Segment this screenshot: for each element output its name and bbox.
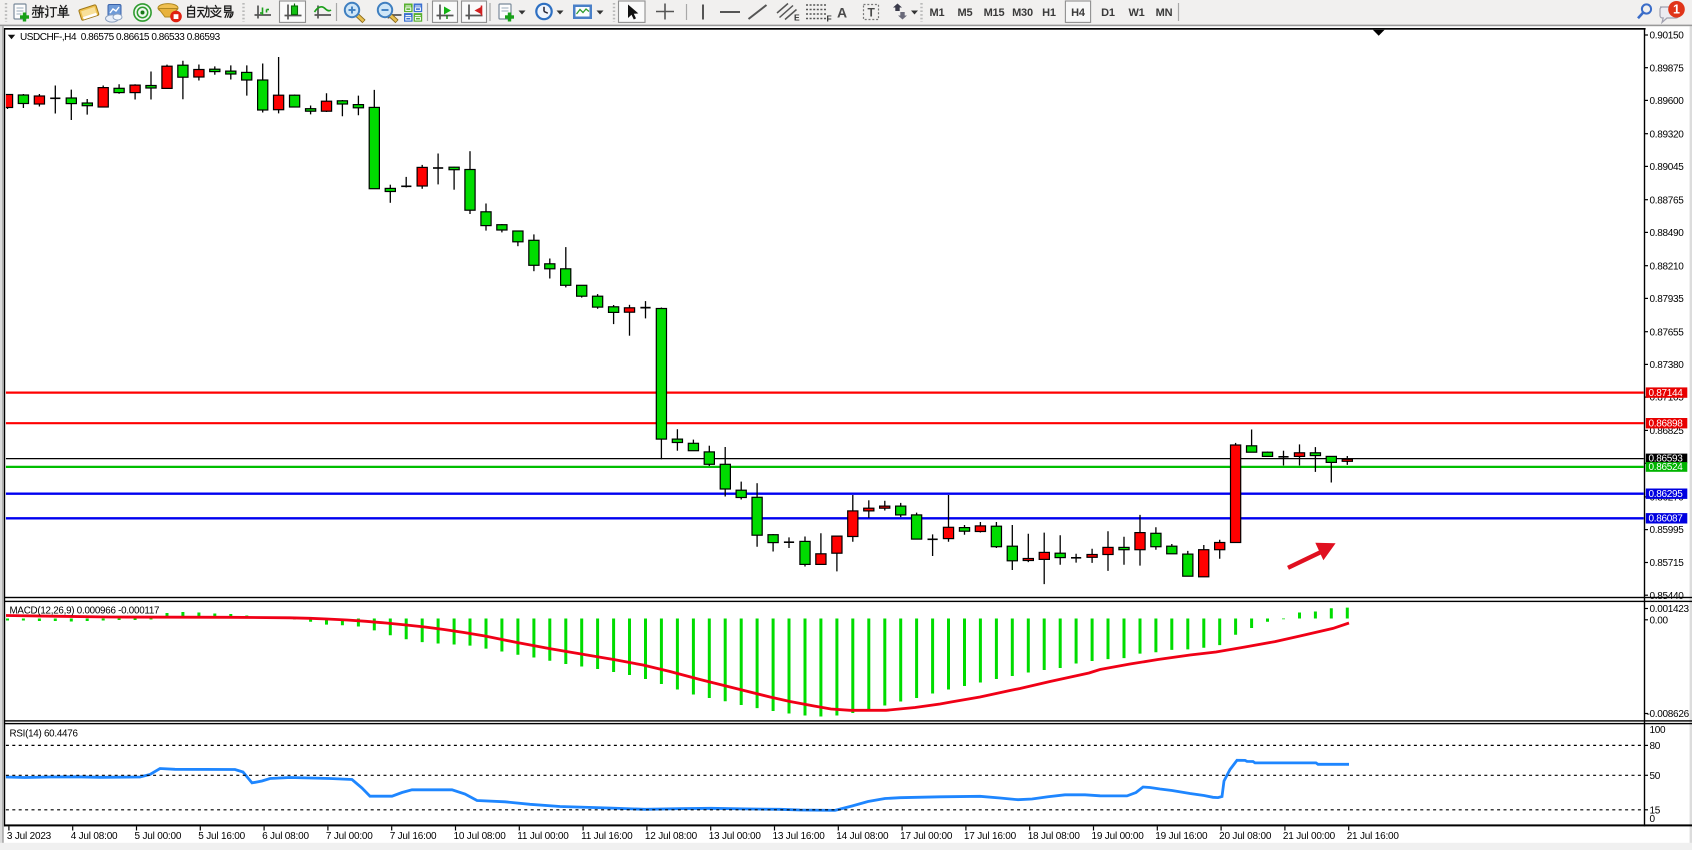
svg-text:0.89320: 0.89320 xyxy=(1650,129,1685,140)
svg-text:0.89875: 0.89875 xyxy=(1650,63,1685,74)
svg-text:13 Jul 00:00: 13 Jul 00:00 xyxy=(709,831,762,842)
svg-text:80: 80 xyxy=(1650,741,1661,752)
svg-text:12 Jul 08:00: 12 Jul 08:00 xyxy=(645,831,698,842)
svg-text:0.86524: 0.86524 xyxy=(1649,462,1684,473)
svg-text:0.85995: 0.85995 xyxy=(1650,525,1685,536)
svg-text:0.89600: 0.89600 xyxy=(1650,96,1685,107)
svg-text:0.86087: 0.86087 xyxy=(1649,514,1684,525)
svg-text:0.86825: 0.86825 xyxy=(1650,426,1685,437)
svg-text:21 Jul 00:00: 21 Jul 00:00 xyxy=(1283,831,1336,842)
svg-text:A: A xyxy=(837,5,847,21)
svg-text:3 Jul 2023: 3 Jul 2023 xyxy=(7,831,52,842)
svg-text:0.88765: 0.88765 xyxy=(1650,195,1685,206)
svg-text:D1: D1 xyxy=(1101,7,1115,19)
svg-text:0.86295: 0.86295 xyxy=(1649,489,1684,500)
svg-text:W1: W1 xyxy=(1128,7,1144,19)
svg-text:0.88210: 0.88210 xyxy=(1650,261,1685,272)
svg-text:18 Jul 08:00: 18 Jul 08:00 xyxy=(1028,831,1081,842)
svg-text:11 Jul 16:00: 11 Jul 16:00 xyxy=(581,831,633,842)
svg-text:USDCHF-,H4 0.86575 0.86615 0.: USDCHF-,H4 0.86575 0.86615 0.86533 0.865… xyxy=(20,32,221,43)
svg-text:E: E xyxy=(794,13,800,23)
svg-text:H4: H4 xyxy=(1071,7,1086,19)
svg-text:0.87105: 0.87105 xyxy=(1650,393,1685,404)
svg-text:T: T xyxy=(868,6,876,20)
svg-text:6 Jul 08:00: 6 Jul 08:00 xyxy=(262,831,309,842)
svg-text:0.87380: 0.87380 xyxy=(1650,360,1685,371)
svg-text:-0.008626: -0.008626 xyxy=(1647,709,1690,720)
svg-text:14 Jul 08:00: 14 Jul 08:00 xyxy=(836,831,889,842)
svg-text:100: 100 xyxy=(1650,725,1667,736)
svg-text:21 Jul 16:00: 21 Jul 16:00 xyxy=(1347,831,1400,842)
svg-text:0.90150: 0.90150 xyxy=(1650,31,1685,42)
svg-text:H1: H1 xyxy=(1042,7,1056,19)
svg-text:0.87935: 0.87935 xyxy=(1650,294,1685,305)
svg-text:5 Jul 00:00: 5 Jul 00:00 xyxy=(135,831,182,842)
svg-text:13 Jul 16:00: 13 Jul 16:00 xyxy=(773,831,826,842)
svg-text:M1: M1 xyxy=(930,7,945,19)
svg-text:50: 50 xyxy=(1650,771,1661,782)
svg-text:19 Jul 00:00: 19 Jul 00:00 xyxy=(1092,831,1145,842)
svg-text:11 Jul 00:00: 11 Jul 00:00 xyxy=(517,831,569,842)
svg-text:15: 15 xyxy=(1650,806,1661,817)
svg-text:0: 0 xyxy=(1650,814,1656,825)
svg-text:20 Jul 08:00: 20 Jul 08:00 xyxy=(1219,831,1272,842)
svg-text:0.85715: 0.85715 xyxy=(1650,558,1685,569)
svg-text:1: 1 xyxy=(1673,3,1680,17)
svg-text:0.86898: 0.86898 xyxy=(1649,419,1684,430)
svg-text:17 Jul 00:00: 17 Jul 00:00 xyxy=(900,831,953,842)
svg-text:10 Jul 08:00: 10 Jul 08:00 xyxy=(454,831,507,842)
svg-text:0.86593: 0.86593 xyxy=(1649,453,1684,464)
svg-text:MN: MN xyxy=(1156,7,1173,19)
svg-text:19 Jul 16:00: 19 Jul 16:00 xyxy=(1155,831,1208,842)
svg-text:0.88490: 0.88490 xyxy=(1650,228,1685,239)
svg-text:0.89045: 0.89045 xyxy=(1650,162,1685,173)
svg-text:0.85440: 0.85440 xyxy=(1650,591,1685,602)
svg-text:M5: M5 xyxy=(958,7,973,19)
svg-text:7 Jul 16:00: 7 Jul 16:00 xyxy=(390,831,437,842)
svg-text:M15: M15 xyxy=(984,7,1005,19)
svg-text:0.87655: 0.87655 xyxy=(1650,327,1685,338)
svg-text:0.001423: 0.001423 xyxy=(1650,604,1690,615)
svg-text:7 Jul 00:00: 7 Jul 00:00 xyxy=(326,831,373,842)
svg-text:MACD(12,26,9) 0.000966 -0.0001: MACD(12,26,9) 0.000966 -0.000117 xyxy=(10,606,160,617)
svg-text:M30: M30 xyxy=(1012,7,1033,19)
svg-text:F: F xyxy=(827,14,832,24)
svg-text:17 Jul 16:00: 17 Jul 16:00 xyxy=(964,831,1017,842)
svg-text:0.87144: 0.87144 xyxy=(1649,388,1684,399)
svg-text:5 Jul 16:00: 5 Jul 16:00 xyxy=(198,831,245,842)
svg-text:0.00: 0.00 xyxy=(1650,615,1669,626)
svg-text:RSI(14) 60.4476: RSI(14) 60.4476 xyxy=(10,729,79,740)
svg-text:4 Jul 08:00: 4 Jul 08:00 xyxy=(71,831,118,842)
